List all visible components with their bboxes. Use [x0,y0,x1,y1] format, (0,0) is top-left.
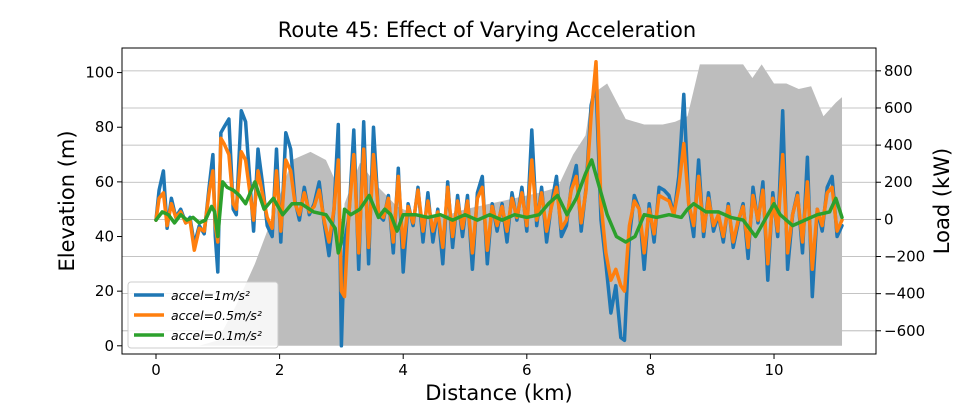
y-right-tick-label-2: −200 [884,248,925,266]
y-axis-label-right: Load (kW) [930,148,954,254]
x-tick-label-1: 2 [275,361,285,379]
x-tick-label-0: 0 [151,361,161,379]
chart-title: Route 45: Effect of Varying Acceleration [278,18,696,42]
legend-label-2: accel=0.1m/s² [171,328,262,343]
x-axis: 0 2 4 6 8 10 [151,354,784,379]
legend-box [127,281,279,349]
y-left-tick-label-4: 80 [95,118,114,136]
x-tick-label-2: 4 [398,361,408,379]
legend-label-1: accel=0.5m/s² [171,308,262,323]
y-right-tick-label-0: −600 [884,322,925,340]
y-axis-left: 0 20 40 60 80 100 [85,64,122,355]
x-tick-label-3: 6 [522,361,532,379]
legend-label-0: accel=1m/s² [171,288,250,303]
y-right-tick-label-1: −400 [884,285,925,303]
y-right-tick-label-5: 400 [884,136,913,154]
x-tick-label-5: 10 [764,361,783,379]
series-line-2 [154,158,844,255]
elevation-fill [155,64,843,346]
plot-frame [121,47,877,355]
y-left-tick-label-3: 60 [95,173,114,191]
y-axis-label-left: Elevation (m) [55,130,79,271]
y-left-tick-label-5: 100 [85,64,114,82]
y-right-tick-label-4: 200 [884,173,913,191]
y-left-tick-label-1: 20 [95,282,114,300]
y-left-tick-label-2: 40 [95,228,114,246]
elevation-area [155,64,843,346]
y-right-tick-label-3: 0 [884,210,894,228]
x-tick-label-4: 8 [646,361,656,379]
y-axis-right: −600 −400 −200 0 200 400 600 800 [876,62,925,340]
y-right-tick-label-7: 800 [884,62,913,80]
y-left-tick-label-0: 0 [104,337,114,355]
legend: accel=1m/s² accel=0.5m/s² accel=0.1m/s² [127,281,279,349]
series-lines [154,59,844,348]
y-right-tick-label-6: 600 [884,99,913,117]
x-axis-label: Distance (km) [425,381,573,404]
